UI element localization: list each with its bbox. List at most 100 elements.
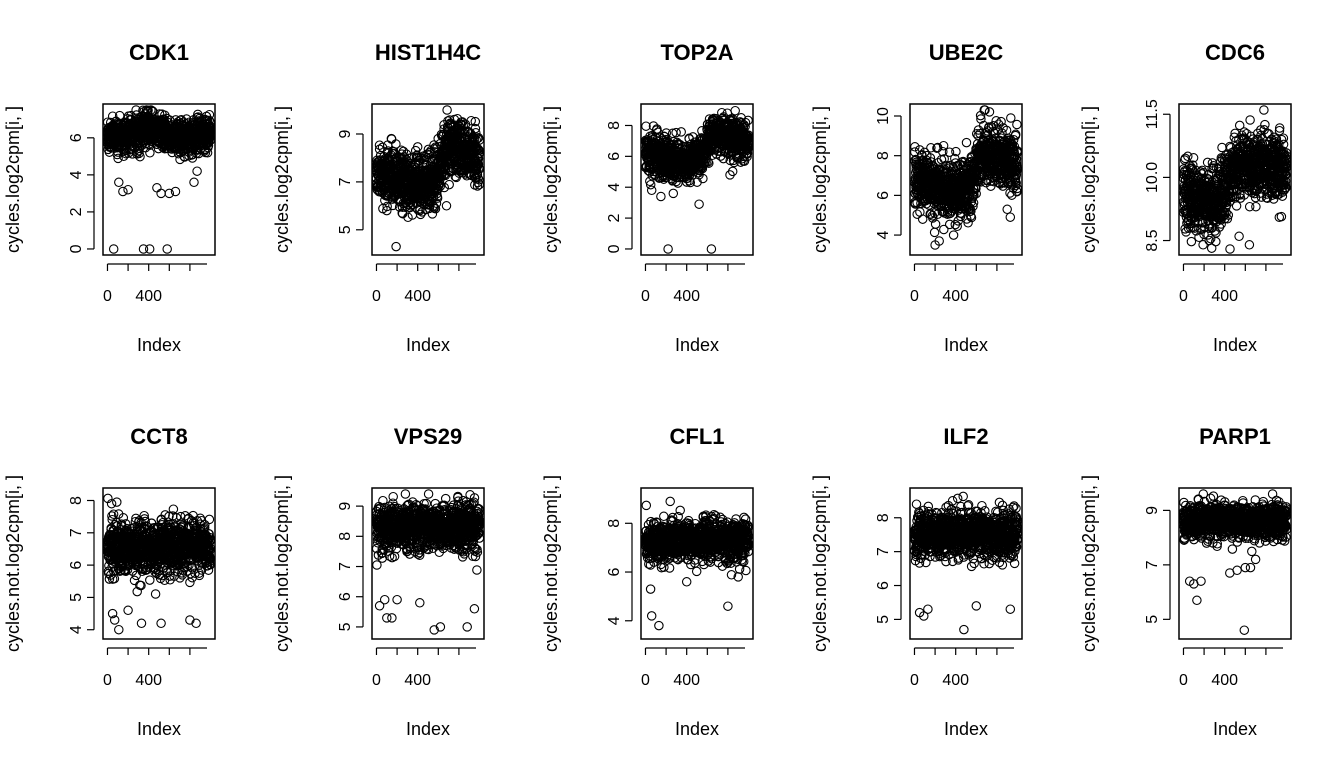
panel-ube2c: UBE2C 0 400 Index 4 6 8 10 cycles.log2cpm[i, ] — [810, 40, 1023, 355]
y-tick-label: 10 — [875, 107, 892, 125]
plot-frame — [102, 103, 216, 256]
x-axis-label: Index — [137, 335, 181, 355]
y-tick-label: 4 — [875, 231, 892, 240]
x-tick-label: 0 — [910, 288, 919, 305]
data-point — [146, 105, 156, 115]
x-tick-label: 400 — [135, 288, 162, 305]
y-tick-label: 0 — [606, 244, 623, 253]
data-point-outlier — [118, 186, 128, 197]
data-point-outlier — [192, 166, 202, 176]
x-axis-label: Index — [1213, 335, 1257, 355]
data-point — [910, 142, 920, 152]
data-point-outlier — [663, 244, 673, 254]
x-tick-label: 400 — [942, 288, 969, 305]
data-point-outlier — [391, 241, 401, 252]
data-point-outlier — [114, 177, 124, 188]
x-axis-label: Index — [944, 335, 988, 355]
y-axis-label: cycles.log2cpm[i, ] — [3, 106, 23, 253]
y-tick-label: 4 — [606, 183, 623, 192]
data-point-outlier — [1005, 212, 1016, 222]
x-tick-label: 400 — [673, 288, 700, 305]
data-point-outlier — [164, 188, 175, 199]
y-tick-label: 4 — [68, 170, 85, 179]
x-tick-label: 400 — [404, 288, 431, 305]
data-point-outlier — [170, 186, 181, 197]
y-tick-label: 2 — [68, 207, 85, 216]
panel-title: CDK1 — [129, 40, 189, 65]
data-points — [1178, 105, 1292, 254]
data-point — [202, 148, 213, 158]
panel-cdk1: CDK1 0 400 Index 0 2 4 6 cycles.log2cpm[i, ] — [3, 40, 216, 355]
data-point-outlier — [156, 188, 166, 199]
y-tick-label: 10.0 — [1144, 162, 1161, 193]
data-point-outlier — [162, 244, 172, 254]
y-tick-label: 6 — [875, 191, 892, 200]
x-tick-label: 0 — [372, 288, 381, 305]
data-point — [1231, 201, 1242, 211]
data-point-outlier — [656, 191, 666, 202]
y-tick-label: 9 — [337, 129, 354, 138]
data-point — [442, 105, 452, 115]
x-tick-label: 400 — [1211, 288, 1238, 305]
data-point — [113, 153, 123, 164]
data-points — [909, 105, 1023, 250]
x-tick-label: 0 — [1179, 288, 1188, 305]
data-point — [912, 209, 922, 219]
data-point — [929, 227, 940, 238]
data-point — [1006, 113, 1016, 123]
data-point-outlier — [646, 185, 657, 196]
data-point-outlier — [668, 188, 679, 199]
y-tick-label: 8 — [875, 151, 892, 160]
data-point-outlier — [1002, 204, 1012, 215]
data-point — [205, 121, 215, 131]
y-axis-label: cycles.log2cpm[i, ] — [541, 106, 561, 253]
data-point-outlier — [152, 183, 162, 193]
y-tick-label: 6 — [68, 133, 85, 142]
y-tick-label: 2 — [606, 214, 623, 223]
data-point — [444, 179, 454, 190]
data-point — [164, 115, 175, 125]
y-tick-label: 11.5 — [1144, 99, 1161, 129]
data-point — [730, 105, 740, 116]
data-point — [387, 194, 398, 204]
x-axis-label: Index — [675, 335, 719, 355]
data-points — [102, 105, 216, 254]
y-tick-label: 5 — [337, 225, 354, 234]
y-axis-label: cycles.log2cpm[i, ] — [272, 106, 292, 253]
data-point-outlier — [917, 214, 928, 224]
x-tick-label: 0 — [641, 288, 650, 305]
data-point — [1251, 201, 1261, 212]
data-point — [914, 145, 925, 155]
x-axis-label: Index — [406, 335, 450, 355]
y-axis-label: cycles.log2cpm[i, ] — [1079, 106, 1099, 253]
y-tick-label: 6 — [606, 152, 623, 161]
data-point — [205, 117, 216, 128]
panel-title: CDC6 — [1205, 40, 1265, 65]
data-point-outlier — [108, 244, 119, 254]
panel-title: UBE2C — [929, 40, 1004, 65]
data-point — [1217, 142, 1227, 153]
data-point — [1225, 244, 1235, 254]
data-point — [205, 135, 216, 146]
data-point-outlier — [123, 184, 133, 195]
data-point — [204, 109, 215, 120]
data-point-outlier — [144, 244, 155, 254]
data-point — [676, 127, 686, 137]
data-point-outlier — [138, 244, 149, 254]
data-point-outlier — [948, 230, 959, 240]
data-point — [204, 115, 214, 126]
x-tick-label: 0 — [103, 288, 112, 305]
y-tick-label: 8 — [606, 121, 623, 130]
data-point — [1186, 236, 1197, 247]
y-tick-label: 0 — [68, 244, 85, 253]
data-points — [371, 105, 485, 252]
data-point — [382, 201, 392, 212]
data-point — [145, 148, 155, 158]
y-axis-label: cycles.log2cpm[i, ] — [810, 106, 830, 253]
data-point — [961, 137, 972, 148]
data-point — [135, 151, 145, 162]
